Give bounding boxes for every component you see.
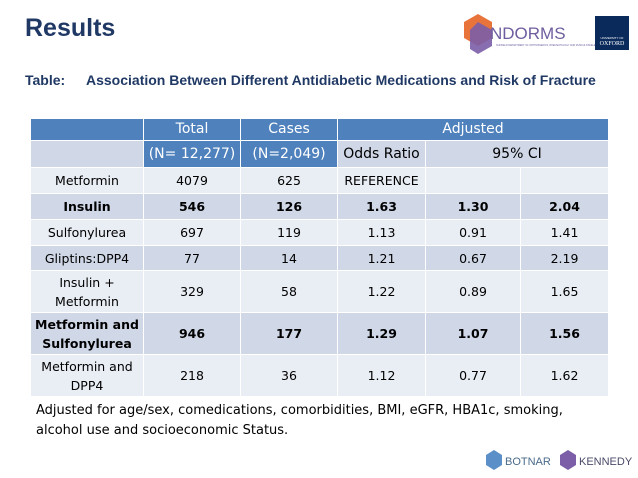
caption-text: Association Between Different Antidiabet… — [86, 72, 596, 88]
table-row: Metformin 4079 625 REFERENCE — [30, 167, 610, 194]
table-row: Insulin + Metformin 329 58 1.22 0.89 1.65 — [30, 270, 610, 313]
table-cell: 119 — [240, 219, 338, 246]
header-cell: Cases — [240, 118, 338, 141]
table-cell: Metformin and DPP4 — [30, 354, 144, 397]
table-cell: 0.89 — [425, 270, 521, 313]
table-cell — [425, 167, 521, 194]
table-cell: 2.19 — [519, 245, 610, 271]
slide-title: Results — [25, 14, 116, 42]
results-table: Total Cases Adjusted (N= 12,277) (N=2,04… — [30, 118, 610, 397]
table-cell: 0.77 — [425, 354, 521, 397]
oxford-text: OXFORD — [600, 41, 625, 47]
table-cell: 14 — [240, 245, 338, 271]
table-cell: 546 — [143, 193, 241, 220]
kennedy-text: KENNEDY — [579, 456, 633, 468]
footnote: Adjusted for age/sex, comedications, com… — [36, 403, 563, 438]
ndorms-text: NDORMS — [490, 24, 566, 43]
table-cell: Gliptins:DPP4 — [30, 245, 144, 271]
table-cell: Metformin — [30, 167, 144, 194]
table-cell: Insulin + Metformin — [30, 270, 144, 313]
logos: NDORMS NUFFIELD DEPARTMENT OF ORTHOPAEDI… — [464, 14, 629, 54]
header-cell: Adjusted — [336, 118, 610, 141]
table-cell: 2.04 — [519, 193, 610, 220]
table-cell: Sulfonylurea — [30, 219, 144, 246]
table-cell: 0.67 — [425, 245, 521, 271]
header-cell — [30, 118, 144, 141]
table-cell: Metformin and Sulfonylurea — [30, 312, 144, 355]
table-cell: 4079 — [143, 167, 241, 194]
table-cell: REFERENCE — [337, 167, 426, 194]
kennedy-icon — [560, 450, 576, 470]
botnar-text: BOTNAR — [505, 456, 551, 468]
header-row: Total Cases Adjusted — [30, 118, 610, 141]
table-cell: 218 — [143, 354, 241, 397]
ndorms-sub: NUFFIELD DEPARTMENT OF ORTHOPAEDICS, RHE… — [496, 44, 613, 47]
table-cell: 36 — [240, 354, 338, 397]
table-cell: 329 — [143, 270, 241, 313]
table-cell: 58 — [240, 270, 338, 313]
table-cell: Insulin — [30, 193, 144, 220]
table-cell: 1.62 — [519, 354, 610, 397]
caption-label: Table: — [25, 72, 66, 88]
table-cell: 625 — [240, 167, 338, 194]
ndorms-icon — [470, 22, 492, 54]
oxford-small: UNIVERSITY OF — [601, 36, 624, 40]
table-cell: 1.29 — [337, 312, 426, 355]
footer-logos: BOTNAR KENNEDY — [486, 450, 633, 470]
table-cell: 77 — [143, 245, 241, 271]
botnar-icon — [486, 450, 502, 470]
table-cell: 1.07 — [425, 312, 521, 355]
table-cell: 1.41 — [519, 219, 610, 246]
table-cell: 1.56 — [519, 312, 610, 355]
table-cell: 1.63 — [337, 193, 426, 220]
header-cell: Total — [143, 118, 241, 141]
table-cell: 1.21 — [337, 245, 426, 271]
oxford-logo — [595, 16, 629, 50]
header-cell: Odds Ratio — [337, 140, 426, 168]
table-cell: 177 — [240, 312, 338, 355]
header-row: (N= 12,277) (N=2,049) Odds Ratio 95% CI — [30, 140, 610, 168]
table-row: Metformin and DPP4 218 36 1.12 0.77 1.62 — [30, 354, 610, 397]
header-cell — [30, 140, 144, 168]
table-cell: 126 — [240, 193, 338, 220]
table-cell: 1.65 — [519, 270, 610, 313]
table-row: Gliptins:DPP4 77 14 1.21 0.67 2.19 — [30, 245, 610, 271]
table-cell: 1.22 — [337, 270, 426, 313]
table-cell: 1.30 — [425, 193, 521, 220]
table-cell: 697 — [143, 219, 241, 246]
table-cell — [519, 167, 610, 194]
table-row: Insulin 546 126 1.63 1.30 2.04 — [30, 193, 610, 220]
header-cell: (N=2,049) — [240, 140, 338, 168]
header-cell: 95% CI — [424, 140, 610, 168]
table-cell: 1.13 — [337, 219, 426, 246]
header-cell: (N= 12,277) — [143, 140, 241, 168]
table-cell: 0.91 — [425, 219, 521, 246]
table-row: Sulfonylurea 697 119 1.13 0.91 1.41 — [30, 219, 610, 246]
table-cell: 1.12 — [337, 354, 426, 397]
table-cell: 946 — [143, 312, 241, 355]
table-row: Metformin and Sulfonylurea 946 177 1.29 1.07… — [30, 312, 610, 355]
